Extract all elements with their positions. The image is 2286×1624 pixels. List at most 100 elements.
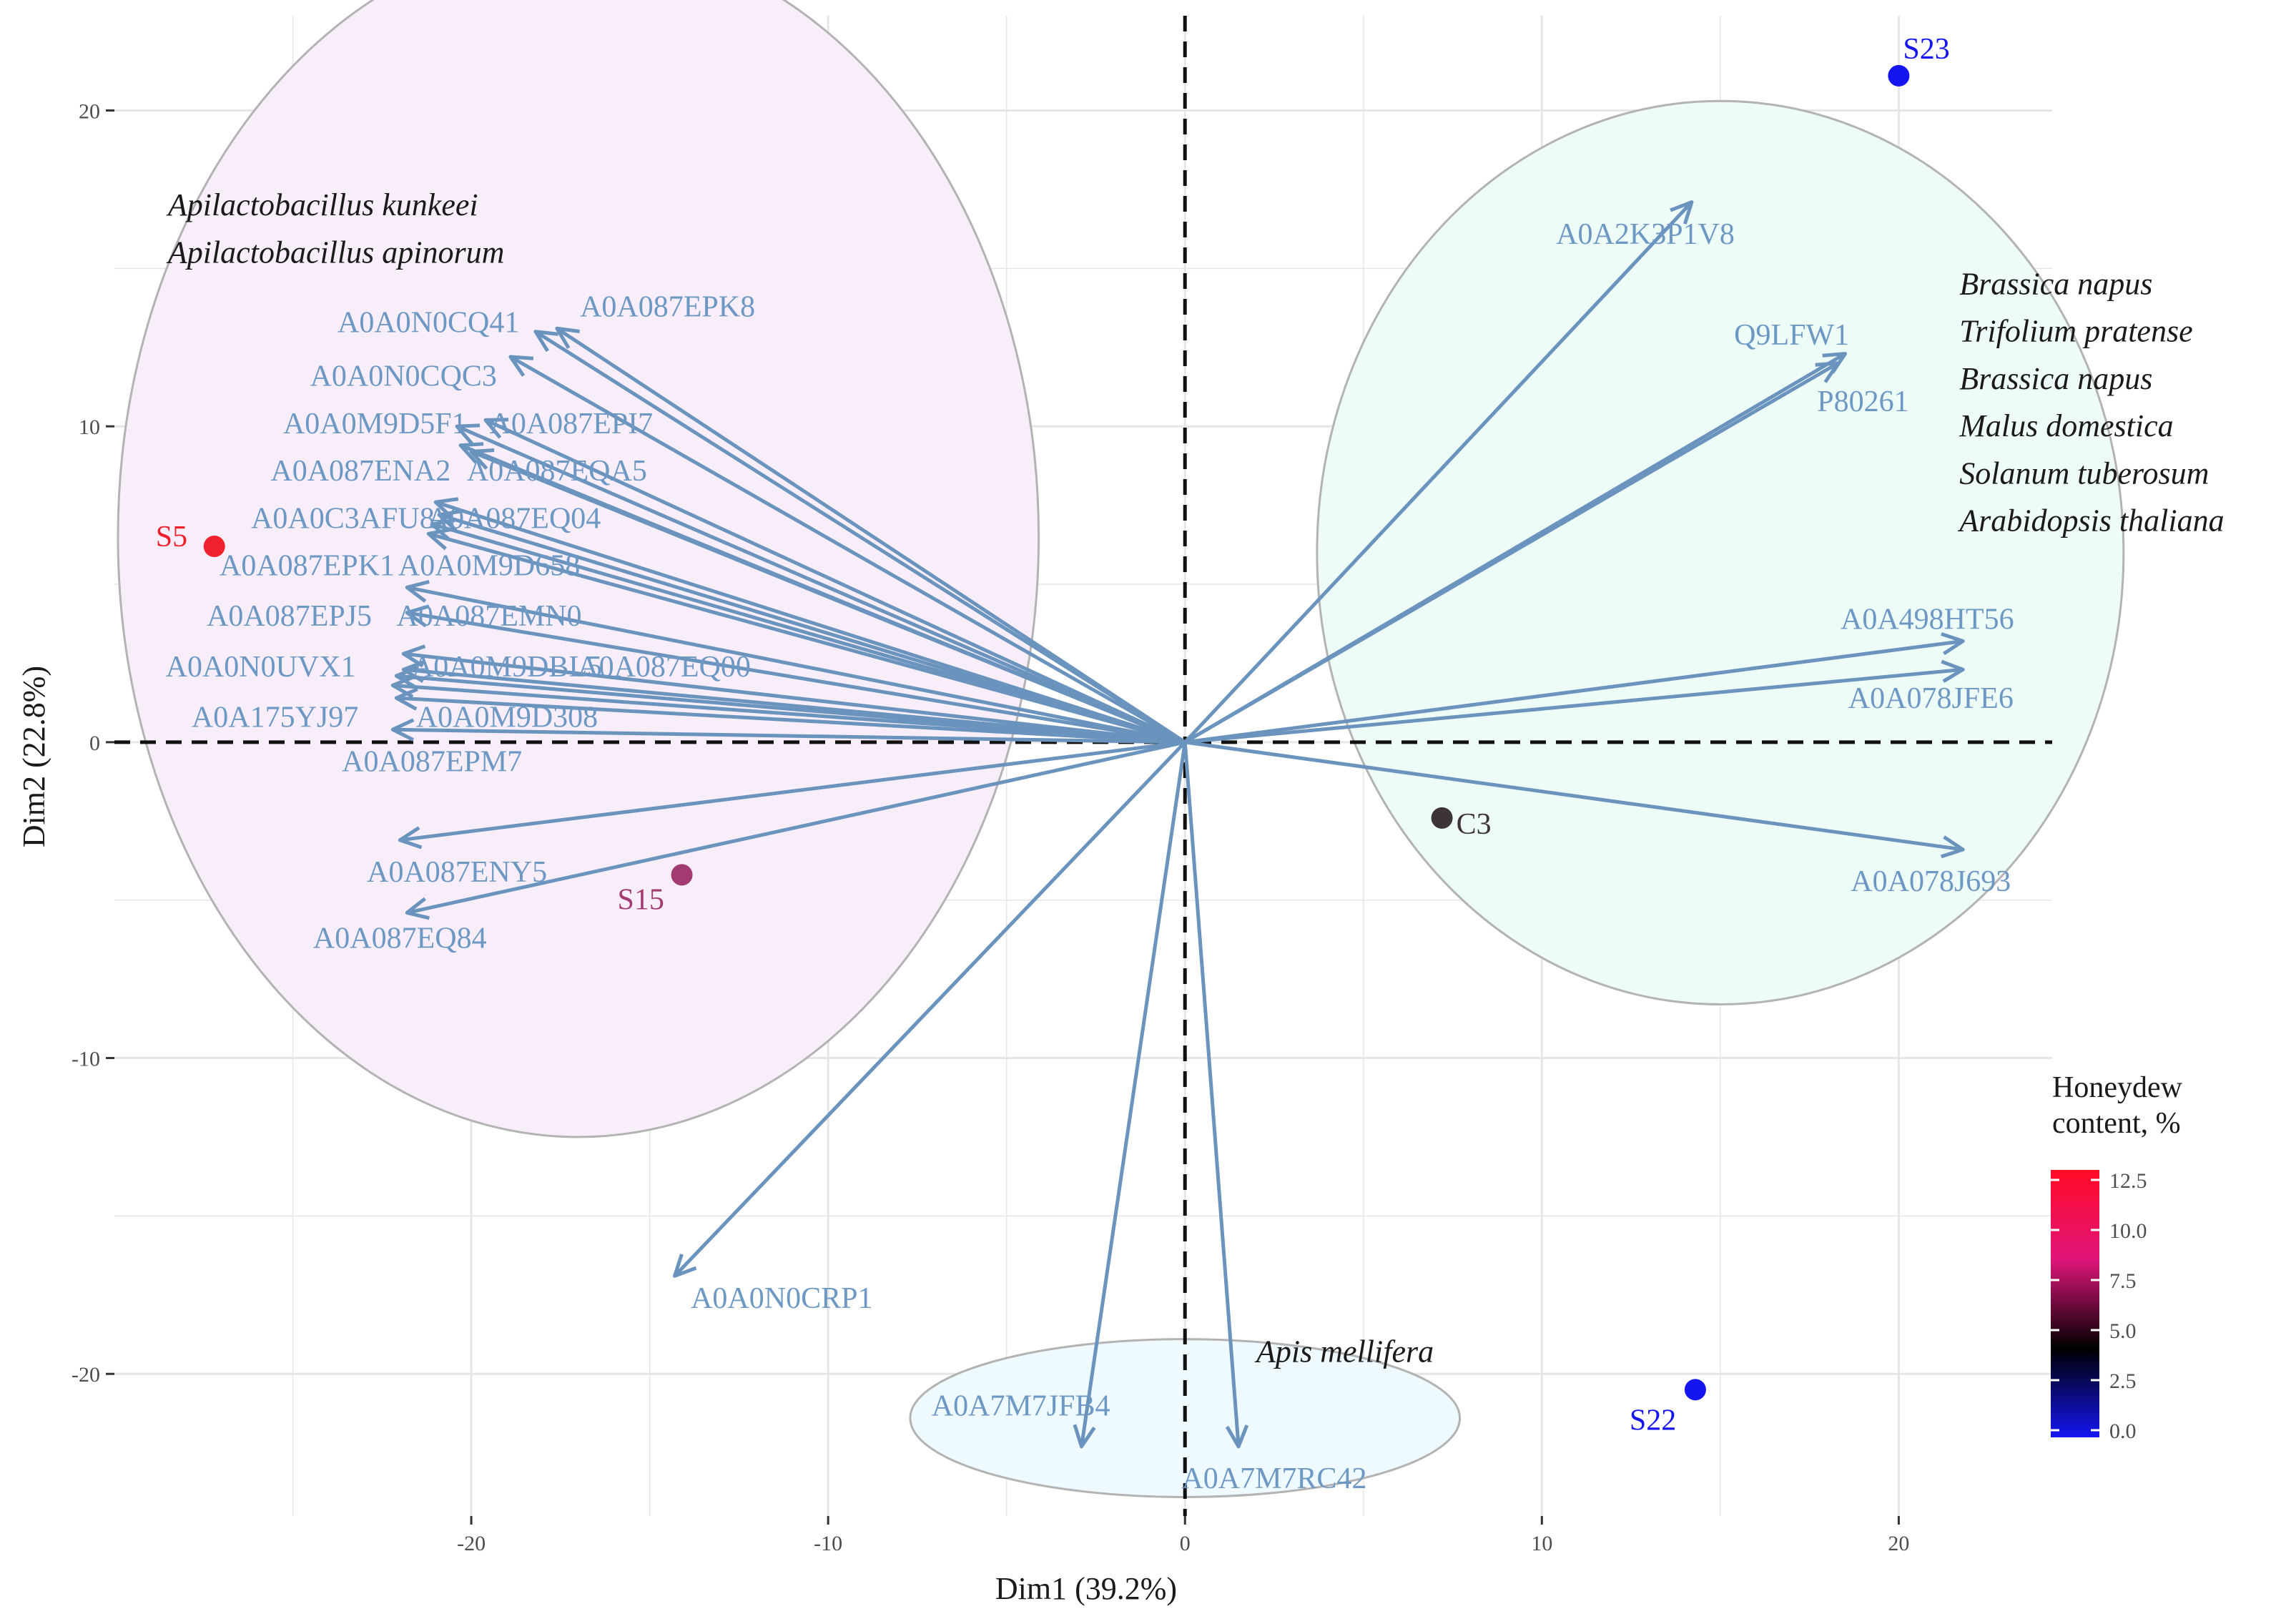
variable-arrow (534, 330, 1186, 744)
variable-label: A0A087EMN0 (397, 600, 582, 633)
x-tick-label: -10 (814, 1532, 842, 1555)
species-annotation: Brassica napus (1959, 361, 2152, 396)
sample-points (203, 64, 1910, 1401)
variable-arrow-head (1670, 200, 1694, 225)
variable-label: P80261 (1817, 385, 1908, 418)
species-annotation: Trifolium pratense (1959, 314, 2192, 349)
variable-arrow-head (555, 326, 580, 350)
variable-label: A0A0N0CRP1 (691, 1282, 872, 1315)
variable-arrow-head (430, 518, 455, 541)
variable-label: A0A087EQ04 (428, 502, 601, 535)
legend-colorbar (2051, 1170, 2099, 1437)
x-tick-label: 10 (1531, 1532, 1552, 1555)
sample-label: C3 (1457, 808, 1492, 841)
species-annotation: Arabidopsis thaliana (1957, 503, 2224, 538)
sample-label: S5 (156, 521, 187, 553)
legend-tick-label: 7.5 (2109, 1269, 2137, 1293)
sample-label: S22 (1630, 1404, 1676, 1437)
variable-label: A0A087EPI7 (489, 408, 653, 441)
variable-arrow (484, 418, 1186, 744)
variable-label: Q9LFW1 (1734, 319, 1849, 352)
legend-title-line2: content, % (2052, 1107, 2181, 1140)
y-tick-label: 0 (89, 732, 100, 755)
variable-label: A0A087EPK1 (220, 550, 395, 583)
variable-arrow (673, 741, 1187, 1278)
variable-arrow-head (401, 644, 426, 668)
variable-arrow-head (533, 330, 558, 353)
variable-label: A0A087EPJ5 (207, 600, 372, 633)
variable-arrow (406, 585, 1186, 744)
variable-label: A0A7M7JFB4 (932, 1389, 1110, 1422)
sample-label: S23 (1903, 33, 1949, 66)
variable-label: A0A078J693 (1851, 865, 2011, 898)
variable-arrow (1183, 200, 1693, 744)
variable-label: A0A0M9DBL5 (412, 651, 602, 684)
variable-label: A0A2K3P1V8 (1556, 218, 1735, 251)
y-tick-label: -10 (72, 1048, 100, 1071)
species-annotation: Brassica napus (1959, 266, 2152, 301)
variable-arrow-head (1073, 1424, 1096, 1449)
variable-arrow-head (405, 579, 430, 603)
sample-point (1888, 64, 1910, 87)
variable-arrow-head (1225, 1424, 1249, 1449)
sample-point (203, 536, 225, 558)
legend-tick-label: 12.5 (2109, 1169, 2147, 1193)
variable-arrow (1183, 361, 1839, 744)
variable-label: A0A0N0CQ41 (338, 306, 519, 339)
variable-arrow (1184, 740, 1964, 852)
variable-arrow (406, 611, 1186, 744)
variable-label: A0A087EPK8 (580, 290, 755, 323)
variable-arrow (393, 727, 1186, 744)
variable-label: A0A7M7RC42 (1181, 1462, 1366, 1495)
variable-arrow-head (1815, 361, 1841, 383)
variable-arrow-head (1941, 632, 1965, 656)
labels: A0A087EPK8 A0A0N0CQ41 A0A0N0CQC3 A0A0M9D5F1… (156, 33, 2225, 1495)
variable-label: A0A0M9D308 (416, 702, 598, 734)
legend: Honeydew content, % 12.5 10.0 7.5 5.0 2.5 0.0 (2051, 1071, 2183, 1443)
sample-point (1431, 807, 1453, 829)
y-tick-label: -20 (72, 1363, 100, 1387)
variable-arrow (1080, 742, 1187, 1447)
variable-arrow (556, 327, 1186, 744)
variable-arrow-head (458, 442, 484, 464)
legend-tick-label: 2.5 (2109, 1369, 2137, 1393)
variable-arrow-head (405, 604, 430, 628)
axes: Dim1 (39.2%) Dim2 (22.8%) -20 -10 0 10 20 -20… (16, 100, 1909, 1606)
x-tick-label: 0 (1180, 1532, 1191, 1555)
variable-arrow-head (437, 509, 463, 532)
y-tick-label: 20 (79, 100, 100, 124)
x-tick-label: 20 (1888, 1532, 1909, 1555)
variable-arrow-head (469, 448, 495, 470)
variable-label: A0A078JFE6 (1848, 682, 2014, 715)
variable-arrow-head (394, 687, 418, 711)
species-annotation: Apis mellifera (1254, 1334, 1434, 1369)
variable-arrow (1183, 742, 1241, 1447)
variable-label: A0A0C3AFU8 (251, 502, 435, 535)
zero-lines (114, 16, 2052, 1516)
legend-title-line1: Honeydew (2052, 1071, 2183, 1104)
species-annotation: Malus domestica (1959, 408, 2173, 443)
variable-label: A0A087EQ84 (313, 922, 487, 955)
variable-label: A0A0M9D5F1 (283, 408, 467, 441)
species-annotation: Solanum tuberosum (1959, 456, 2209, 491)
variable-label: A0A087ENA2 (270, 455, 450, 488)
variable-arrow-head (1941, 835, 1965, 859)
variable-arrow (1184, 639, 1964, 744)
variable-arrows (390, 200, 1965, 1449)
variable-label: A0A087ENY5 (367, 856, 547, 889)
variable-label: A0A087EQA5 (467, 455, 647, 488)
variable-arrow (470, 450, 1186, 744)
legend-tick-label: 5.0 (2109, 1319, 2137, 1343)
variable-arrow (1185, 667, 1964, 744)
sample-point (671, 864, 693, 886)
variable-arrow (393, 683, 1186, 744)
variable-arrow (509, 355, 1186, 744)
variable-arrow-head (426, 528, 452, 551)
variable-arrow (396, 696, 1186, 744)
variable-arrow (428, 531, 1186, 744)
variable-arrow-head (390, 718, 415, 742)
species-annotation: Apilactobacillus apinorum (166, 235, 505, 270)
variable-label: A0A087EPM7 (342, 745, 522, 778)
variable-label: A0A0M9D658 (398, 550, 580, 583)
